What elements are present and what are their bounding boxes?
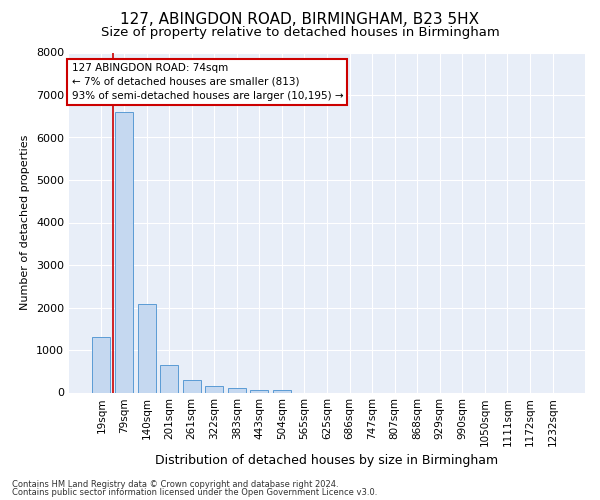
- Bar: [273, 390, 291, 392]
- Bar: [205, 386, 223, 392]
- Bar: [92, 337, 110, 392]
- Bar: [250, 390, 268, 392]
- Text: Contains HM Land Registry data © Crown copyright and database right 2024.: Contains HM Land Registry data © Crown c…: [12, 480, 338, 489]
- Bar: [160, 365, 178, 392]
- Bar: [115, 112, 133, 392]
- Text: 127, ABINGDON ROAD, BIRMINGHAM, B23 5HX: 127, ABINGDON ROAD, BIRMINGHAM, B23 5HX: [121, 12, 479, 28]
- Text: Contains public sector information licensed under the Open Government Licence v3: Contains public sector information licen…: [12, 488, 377, 497]
- Text: Size of property relative to detached houses in Birmingham: Size of property relative to detached ho…: [101, 26, 499, 39]
- Bar: [137, 304, 155, 392]
- Bar: [228, 388, 246, 392]
- Y-axis label: Number of detached properties: Number of detached properties: [20, 135, 31, 310]
- X-axis label: Distribution of detached houses by size in Birmingham: Distribution of detached houses by size …: [155, 454, 499, 468]
- Text: 127 ABINGDON ROAD: 74sqm
← 7% of detached houses are smaller (813)
93% of semi-d: 127 ABINGDON ROAD: 74sqm ← 7% of detache…: [71, 62, 343, 100]
- Bar: [182, 380, 201, 392]
